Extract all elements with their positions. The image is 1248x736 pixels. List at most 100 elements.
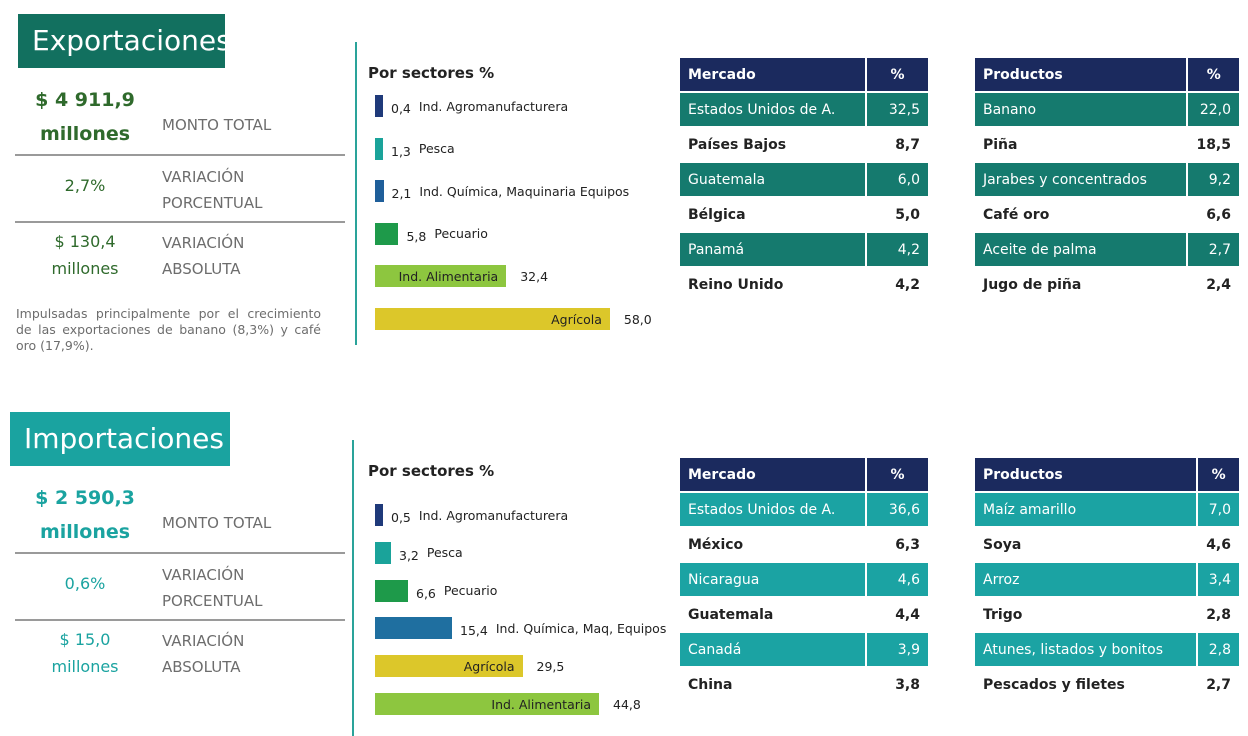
bar bbox=[375, 617, 452, 640]
percent-cell: 22,0 bbox=[1188, 93, 1239, 126]
bar: Agrícola bbox=[375, 655, 523, 678]
bar bbox=[375, 180, 384, 203]
absolute-unit: millones bbox=[51, 657, 119, 676]
bar: Ind. Alimentaria bbox=[375, 693, 599, 715]
rule bbox=[15, 154, 345, 156]
bar bbox=[375, 222, 399, 245]
table-row: Aceite de palma 2,7 bbox=[975, 233, 1239, 266]
percent-label: VARIACIÓN PORCENTUAL bbox=[162, 168, 263, 212]
table-row: Reino Unido 4,2 bbox=[680, 268, 928, 301]
value-label: 3,2 bbox=[399, 547, 419, 563]
total-amount: $ 2 590,3 bbox=[35, 487, 135, 509]
bar-label: Ind. Química, Maq, Equipos bbox=[495, 620, 667, 636]
absolute-amount: $ 130,4 bbox=[54, 232, 116, 251]
divider bbox=[352, 440, 354, 736]
table-row: Estados Unidos de A. 32,5 bbox=[680, 93, 928, 126]
percent-cell: 2,8 bbox=[1198, 633, 1239, 666]
header-cell: Productos bbox=[975, 458, 1197, 491]
value-label: 5,8 bbox=[406, 228, 427, 244]
rule bbox=[15, 221, 345, 223]
bar-label: Ind. Alimentaria bbox=[491, 696, 591, 712]
section-title: Importaciones bbox=[10, 412, 230, 466]
header-cell: Productos bbox=[975, 58, 1187, 91]
name-cell: Estados Unidos de A. bbox=[680, 493, 865, 526]
table-row: China 3,8 bbox=[680, 668, 928, 701]
value-label: 29,5 bbox=[536, 658, 565, 674]
name-cell: Atunes, listados y bonitos bbox=[975, 633, 1197, 666]
percent-cell: 2,4 bbox=[1188, 268, 1239, 301]
percent-cell: 4,6 bbox=[867, 563, 928, 596]
percent-cell: 4,2 bbox=[867, 268, 928, 301]
header-cell: % bbox=[867, 458, 928, 491]
value-label: 1,3 bbox=[391, 143, 411, 159]
bar bbox=[375, 579, 408, 602]
name-cell: Guatemala bbox=[680, 163, 865, 196]
table-row: Arroz 3,4 bbox=[975, 563, 1239, 596]
total-unit: millones bbox=[39, 123, 131, 145]
bar-label: Ind. Química, Maquinaria Equipos bbox=[419, 183, 630, 199]
percent-cell: 6,3 bbox=[867, 528, 928, 561]
name-cell: Maíz amarillo bbox=[975, 493, 1197, 526]
value-label: 58,0 bbox=[623, 311, 652, 327]
table-row: Guatemala 6,0 bbox=[680, 163, 928, 196]
value-label: 15,4 bbox=[460, 623, 488, 639]
table-row: Estados Unidos de A. 36,6 bbox=[680, 493, 928, 526]
percent-cell: 9,2 bbox=[1188, 163, 1239, 196]
total-unit: millones bbox=[39, 521, 131, 543]
percent-cell: 2,7 bbox=[1198, 668, 1239, 701]
name-cell: Aceite de palma bbox=[975, 233, 1187, 266]
name-cell: Guatemala bbox=[680, 598, 865, 631]
bar-row: 0,4 Ind. Agromanufacturera bbox=[375, 95, 568, 117]
header-row: Mercado% bbox=[680, 458, 928, 491]
total-label: MONTO TOTAL bbox=[162, 514, 272, 532]
note: Impulsadas principalmente por el crecimi… bbox=[16, 306, 321, 353]
value-label: 0,5 bbox=[391, 510, 411, 525]
value-label: 32,4 bbox=[520, 268, 549, 284]
header-row: Productos% bbox=[975, 58, 1239, 91]
bar-label: Pecuario bbox=[434, 226, 488, 242]
name-cell: Jugo de piña bbox=[975, 268, 1187, 301]
bar bbox=[375, 137, 383, 160]
name-cell: Café oro bbox=[975, 198, 1187, 231]
bar-row: 5,8 Pecuario bbox=[375, 222, 488, 245]
name-cell: Reino Unido bbox=[680, 268, 865, 301]
bar-row: 1,3 Pesca bbox=[375, 137, 455, 160]
header-cell: % bbox=[1188, 58, 1239, 91]
bar bbox=[375, 504, 383, 526]
table-row: Soya 4,6 bbox=[975, 528, 1239, 561]
divider bbox=[355, 42, 357, 345]
table-row: Países Bajos 8,7 bbox=[680, 128, 928, 161]
table: Productos% Maíz amarillo 7,0 Soya 4,6 Arroz 3,… bbox=[973, 456, 1241, 703]
bar-row: 6,6 Pecuario bbox=[375, 579, 497, 602]
percent-cell: 7,0 bbox=[1198, 493, 1239, 526]
bar-row: Ind. Alimentaria 32,4 bbox=[375, 265, 549, 288]
table-row: Nicaragua 4,6 bbox=[680, 563, 928, 596]
name-cell: China bbox=[680, 668, 865, 701]
rule bbox=[15, 619, 345, 621]
name-cell: Bélgica bbox=[680, 198, 865, 231]
name-cell: Panamá bbox=[680, 233, 865, 266]
table-row: Café oro 6,6 bbox=[975, 198, 1239, 231]
section-title: Exportaciones bbox=[18, 14, 231, 68]
percent-label: VARIACIÓN PORCENTUAL bbox=[162, 566, 263, 610]
bar-label: Ind. Agromanufacturera bbox=[418, 507, 569, 523]
bar bbox=[375, 95, 383, 117]
table-row: Guatemala 4,4 bbox=[680, 598, 928, 631]
percent-cell: 2,8 bbox=[1198, 598, 1239, 631]
name-cell: Pescados y filetes bbox=[975, 668, 1197, 701]
table-row: México 6,3 bbox=[680, 528, 928, 561]
percent-cell: 4,4 bbox=[867, 598, 928, 631]
absolute-label: VARIACIÓN ABSOLUTA bbox=[162, 234, 245, 278]
percent-value: 2,7% bbox=[64, 176, 106, 195]
header-cell: % bbox=[1198, 458, 1239, 491]
bar-label: Agrícola bbox=[551, 311, 602, 327]
name-cell: Soya bbox=[975, 528, 1197, 561]
total-label: MONTO TOTAL bbox=[162, 116, 272, 134]
name-cell: Piña bbox=[975, 128, 1187, 161]
percent-cell: 5,0 bbox=[867, 198, 928, 231]
total-amount: $ 4 911,9 bbox=[35, 89, 135, 111]
rule bbox=[15, 552, 345, 554]
name-cell: Canadá bbox=[680, 633, 865, 666]
percent-cell: 36,6 bbox=[867, 493, 928, 526]
